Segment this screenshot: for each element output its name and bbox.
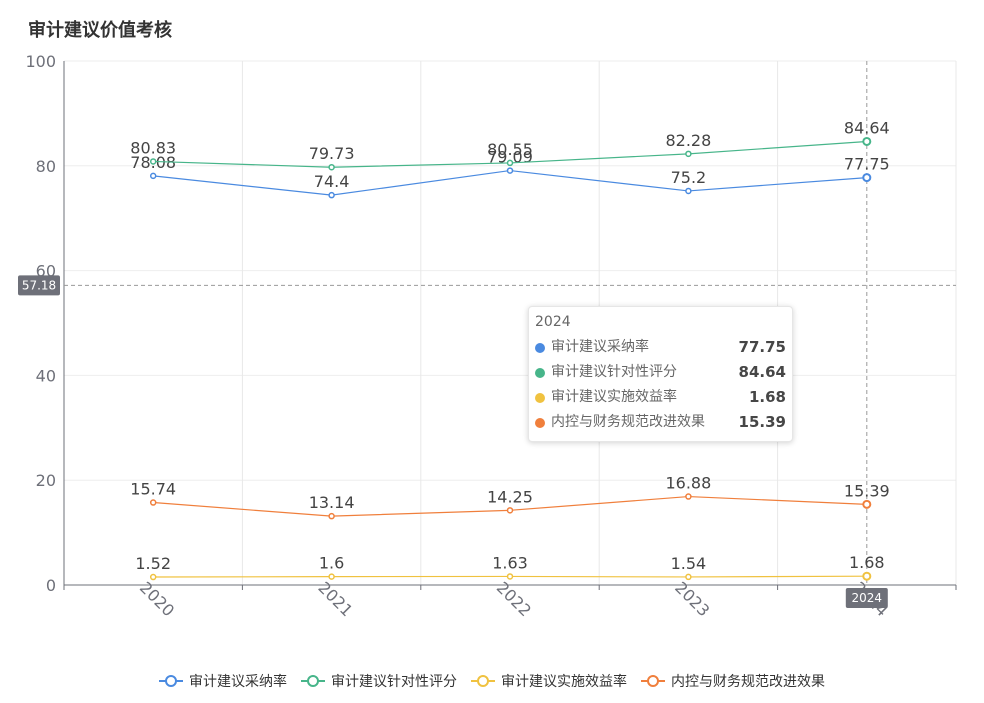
tooltip: 2024 审计建议采纳率 77.75 审计建议针对性评分 84.64 审计建议实…: [528, 306, 793, 442]
y-tick-label: 40: [36, 366, 56, 385]
data-label: 1.63: [492, 553, 528, 572]
data-point: [862, 499, 872, 509]
legend-line-icon: [471, 674, 495, 688]
tooltip-series-name: 审计建议实施效益率: [551, 389, 677, 405]
legend-label: 审计建议采纳率: [189, 674, 287, 690]
y-tick-label: 0: [46, 576, 56, 595]
crosshair-x-badge-bg: [845, 588, 888, 608]
legend-line-icon: [159, 674, 183, 688]
tooltip-series-value: 1.68: [748, 388, 786, 406]
data-label: 1.68: [849, 553, 885, 572]
legend-line-icon: [301, 674, 325, 688]
series-color-dot: [535, 417, 545, 428]
chart-title: 审计建议价值考核: [28, 20, 172, 41]
data-point: [149, 172, 157, 180]
data-point: [506, 573, 514, 580]
data-point: [149, 158, 157, 165]
series-line: [153, 169, 867, 196]
data-point: [685, 150, 692, 158]
data-point: [506, 167, 514, 174]
x-tick-label: 2022: [493, 578, 535, 620]
legend-label: 审计建议实施效益率: [501, 674, 627, 690]
data-label: 82.28: [665, 131, 711, 150]
y-tick-label: 100: [25, 52, 56, 71]
data-point: [685, 573, 692, 581]
crosshair-y-badge: 57.18: [18, 275, 60, 296]
data-point: [328, 191, 335, 199]
data-point: [862, 136, 872, 146]
legend-item[interactable]: 审计建议实施效益率: [471, 671, 627, 691]
data-label: 15.39: [844, 481, 890, 500]
tooltip-row: 审计建议实施效益率 1.68: [535, 385, 786, 410]
data-point: [149, 499, 157, 506]
tooltip-series-value: 77.75: [738, 338, 786, 356]
x-tick-label: 2023: [671, 578, 713, 620]
tooltip-series-name: 审计建议针对性评分: [551, 364, 677, 380]
data-point: [685, 493, 692, 500]
series-color-dot: [535, 392, 545, 403]
x-tick-label: 2021: [314, 578, 356, 620]
data-point: [328, 163, 335, 171]
tooltip-row: 内控与财务规范改进效果 15.39: [535, 410, 786, 435]
tooltip-row: 审计建议针对性评分 84.64: [535, 360, 786, 385]
legend-item[interactable]: 审计建议针对性评分: [301, 671, 457, 691]
data-point: [506, 159, 514, 167]
legend-line-icon: [641, 674, 665, 688]
crosshair-x-badge-label: 2024: [852, 591, 883, 605]
data-point: [862, 571, 872, 581]
data-point: [506, 507, 514, 514]
legend-label: 内控与财务规范改进效果: [671, 674, 825, 690]
data-point: [149, 573, 157, 581]
x-tick-label: 2020: [136, 578, 178, 620]
y-tick-label: 20: [36, 471, 56, 490]
data-label: 80.83: [130, 138, 176, 157]
tooltip-title: 2024: [535, 314, 571, 330]
tooltip-row: 审计建议采纳率 77.75: [535, 335, 786, 360]
data-point: [328, 512, 335, 520]
tooltip-series-value: 15.39: [738, 413, 786, 431]
data-point: [685, 187, 692, 195]
data-label: 80.55: [487, 140, 533, 159]
tooltip-series-name: 审计建议采纳率: [551, 339, 649, 355]
tooltip-series-name: 内控与财务规范改进效果: [551, 414, 705, 430]
data-label: 1.6: [319, 554, 344, 573]
data-point: [328, 573, 335, 580]
data-point: [862, 173, 872, 183]
series-color-dot: [535, 342, 545, 353]
legend: 审计建议采纳率 审计建议针对性评分 审计建议实施效益率 内控与财务规范改进效果: [0, 671, 984, 691]
data-label: 1.54: [671, 554, 707, 573]
data-label: 75.2: [671, 168, 707, 187]
legend-item[interactable]: 审计建议采纳率: [159, 671, 287, 691]
data-label: 15.74: [130, 480, 176, 499]
series-color-dot: [535, 367, 545, 378]
legend-label: 审计建议针对性评分: [331, 674, 457, 690]
data-label: 16.88: [665, 474, 711, 493]
crosshair-y-badge-label: 57.18: [22, 278, 56, 292]
y-tick-label: 80: [36, 157, 56, 176]
crosshair-y-badge-bg: [18, 275, 60, 296]
tooltip-series-value: 84.64: [738, 363, 786, 381]
data-label: 77.75: [844, 155, 890, 174]
crosshair-x-badge: 2024: [845, 588, 888, 608]
data-label: 84.64: [844, 118, 890, 137]
data-label: 79.73: [309, 144, 355, 163]
data-label: 14.25: [487, 487, 533, 506]
data-label: 74.4: [314, 172, 350, 191]
legend-item[interactable]: 内控与财务规范改进效果: [641, 671, 825, 691]
data-label: 13.14: [309, 493, 355, 512]
data-label: 1.52: [135, 554, 171, 573]
